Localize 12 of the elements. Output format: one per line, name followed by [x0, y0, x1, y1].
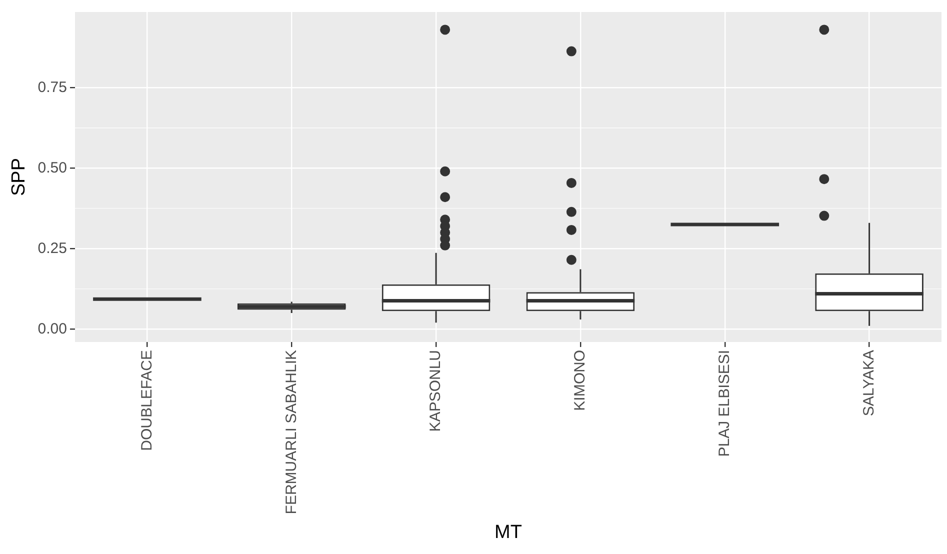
x-tick-label: FERMUARLI SABAHLIK: [282, 350, 300, 514]
x-tick-label: DOUBLEFACE: [138, 350, 156, 451]
y-tick-label: 0.50: [38, 159, 67, 176]
x-tick-label: KIMONO: [572, 350, 589, 411]
x-tick-label: KAPSONLU: [427, 350, 444, 432]
y-tick-label: 0.25: [38, 240, 67, 257]
x-tick-label: SALYAKA: [860, 350, 878, 416]
y-tick-label: 0.00: [38, 320, 67, 338]
x-axis-title: MT: [494, 522, 522, 543]
y-axis-title: SPP: [8, 158, 30, 196]
x-tick-label: PLAJ ELBISESI: [716, 350, 734, 457]
y-tick-label: 0.75: [38, 78, 67, 96]
